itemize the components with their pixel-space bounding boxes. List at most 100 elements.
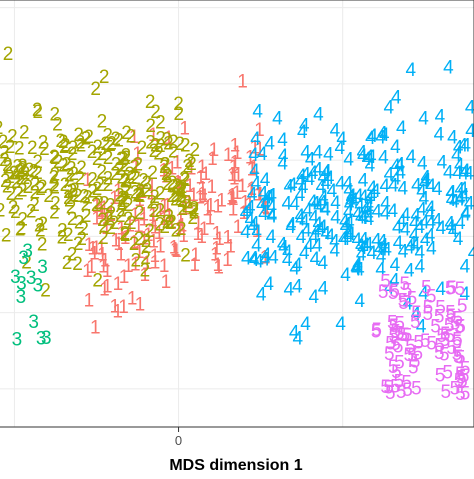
point-label-5: 5 <box>380 377 391 398</box>
point-label-4: 4 <box>295 185 306 206</box>
point-label-4: 4 <box>388 201 399 222</box>
point-label-4: 4 <box>293 328 304 349</box>
point-label-4: 4 <box>367 178 378 199</box>
point-label-4: 4 <box>405 60 416 81</box>
point-label-2: 2 <box>124 164 135 185</box>
point-label-2: 2 <box>81 128 92 149</box>
point-label-2: 2 <box>100 134 111 155</box>
point-label-4: 4 <box>425 198 436 219</box>
point-label-2: 2 <box>58 132 69 153</box>
point-label-4: 4 <box>243 200 254 221</box>
point-label-1: 1 <box>101 209 112 230</box>
point-label-4: 4 <box>455 188 466 209</box>
point-label-5: 5 <box>453 347 464 368</box>
point-label-5: 5 <box>393 336 404 357</box>
point-label-4: 4 <box>455 213 466 234</box>
point-label-3: 3 <box>16 287 27 308</box>
point-label-4: 4 <box>358 187 369 208</box>
point-label-4: 4 <box>252 101 263 122</box>
point-label-4: 4 <box>404 261 415 282</box>
point-label-1: 1 <box>164 206 175 227</box>
point-label-2: 2 <box>58 155 69 176</box>
point-label-1: 1 <box>207 149 218 170</box>
point-label-1: 1 <box>237 176 248 197</box>
point-label-1: 1 <box>247 160 258 181</box>
point-label-5: 5 <box>440 324 451 345</box>
point-label-4: 4 <box>244 210 255 231</box>
point-label-1: 1 <box>222 227 233 248</box>
point-label-3: 3 <box>10 267 21 288</box>
point-label-1: 1 <box>213 258 224 279</box>
point-label-5: 5 <box>423 298 434 319</box>
point-label-4: 4 <box>365 156 376 177</box>
point-label-3: 3 <box>18 248 29 269</box>
point-label-5: 5 <box>436 326 447 347</box>
point-label-2: 2 <box>30 174 41 195</box>
point-label-5: 5 <box>455 364 466 385</box>
point-label-1: 1 <box>91 208 102 229</box>
point-label-4: 4 <box>357 143 368 164</box>
point-label-2: 2 <box>168 132 179 153</box>
point-label-4: 4 <box>357 146 368 167</box>
point-label-5: 5 <box>378 282 389 303</box>
point-label-5: 5 <box>450 378 461 399</box>
point-label-4: 4 <box>416 200 427 221</box>
point-label-2: 2 <box>105 218 116 239</box>
point-label-2: 2 <box>162 174 173 195</box>
point-label-2: 2 <box>92 149 103 170</box>
point-label-1: 1 <box>109 188 120 209</box>
point-label-5: 5 <box>398 290 409 311</box>
point-label-2: 2 <box>30 183 41 204</box>
point-label-1: 1 <box>159 256 170 277</box>
point-label-2: 2 <box>116 149 127 170</box>
point-label-4: 4 <box>260 170 271 191</box>
point-label-5: 5 <box>397 325 408 346</box>
point-label-1: 1 <box>82 170 93 191</box>
point-label-1: 1 <box>132 144 143 165</box>
point-label-1: 1 <box>255 140 266 161</box>
point-label-5: 5 <box>459 366 470 387</box>
point-label-4: 4 <box>460 203 471 224</box>
point-label-2: 2 <box>163 133 174 154</box>
point-label-4: 4 <box>384 98 395 119</box>
point-label-1: 1 <box>99 198 110 219</box>
point-label-2: 2 <box>127 168 138 189</box>
point-label-4: 4 <box>407 233 418 254</box>
point-label-4: 4 <box>346 186 357 207</box>
point-label-4: 4 <box>283 280 294 301</box>
point-label-1: 1 <box>205 195 216 216</box>
point-label-2: 2 <box>8 197 19 218</box>
point-label-1: 1 <box>154 223 165 244</box>
point-label-5: 5 <box>445 278 456 299</box>
point-label-1: 1 <box>142 253 153 274</box>
point-label-4: 4 <box>295 206 306 227</box>
point-label-1: 1 <box>228 187 239 208</box>
point-label-4: 4 <box>458 179 469 200</box>
point-label-2: 2 <box>37 234 48 255</box>
point-label-2: 2 <box>121 123 132 144</box>
point-label-2: 2 <box>153 143 164 164</box>
x-axis-ticks: 0 <box>175 427 182 448</box>
point-label-2: 2 <box>11 172 22 193</box>
point-label-4: 4 <box>425 225 436 246</box>
point-label-1: 1 <box>254 120 265 141</box>
point-label-2: 2 <box>103 148 114 169</box>
point-label-4: 4 <box>458 164 469 185</box>
point-label-2: 2 <box>64 166 75 187</box>
point-label-4: 4 <box>282 250 293 271</box>
point-label-1: 1 <box>139 209 150 230</box>
point-label-4: 4 <box>394 155 405 176</box>
point-label-5: 5 <box>446 306 457 327</box>
x-axis-title: MDS dimension 1 <box>169 457 302 474</box>
point-label-2: 2 <box>92 271 103 292</box>
point-label-5: 5 <box>422 304 433 325</box>
point-label-5: 5 <box>389 316 400 337</box>
point-label-1: 1 <box>186 158 197 179</box>
point-label-1: 1 <box>212 224 223 245</box>
point-label-1: 1 <box>188 185 199 206</box>
point-label-4: 4 <box>320 199 331 220</box>
point-label-4: 4 <box>372 201 383 222</box>
point-label-2: 2 <box>29 195 40 216</box>
point-label-2: 2 <box>3 158 14 179</box>
